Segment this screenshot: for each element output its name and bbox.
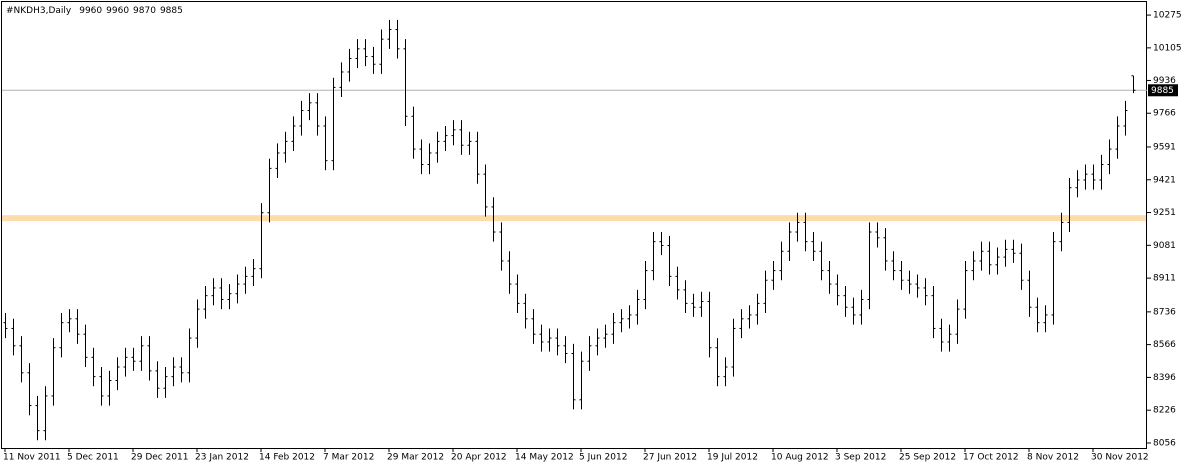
x-tick-label: 5 Jun 2012 — [579, 453, 627, 463]
x-tick-label: 3 Sep 2012 — [835, 453, 886, 463]
x-tick-label: 20 Apr 2012 — [451, 453, 507, 463]
y-tick-label: 8736 — [1153, 307, 1176, 317]
x-tick-label: 30 Nov 2012 — [1091, 453, 1149, 463]
y-tick-label: 9081 — [1153, 241, 1176, 251]
x-tick-label: 14 Feb 2012 — [259, 453, 315, 463]
x-tick-label: 25 Sep 2012 — [899, 453, 956, 463]
x-tick-label: 14 May 2012 — [515, 453, 574, 463]
y-tick-label: 8226 — [1153, 406, 1176, 416]
x-tick-label: 29 Dec 2011 — [131, 453, 189, 463]
y-tick-label: 8396 — [1153, 373, 1176, 383]
chart-header: #NKDH3,Daily 9960 9960 9870 9885 — [6, 6, 183, 16]
x-tick-label: 27 Jun 2012 — [643, 453, 697, 463]
y-tick-label: 9936 — [1153, 76, 1176, 86]
y-tick-label: 9251 — [1153, 208, 1176, 218]
price-label-box — [1148, 84, 1178, 97]
header-value: 9885 — [160, 6, 183, 16]
header-value: 9960 — [106, 6, 129, 16]
y-tick-label: 10105 — [1153, 43, 1182, 53]
x-tick-label: 11 Nov 2011 — [3, 453, 61, 463]
header-value: 9960 — [79, 6, 102, 16]
header-value: 9870 — [133, 6, 156, 16]
x-tick-label: 7 Mar 2012 — [323, 453, 374, 463]
x-tick-label: 10 Aug 2012 — [771, 453, 829, 463]
y-tick-label: 8056 — [1153, 438, 1176, 448]
y-tick-label: 9591 — [1153, 142, 1176, 152]
y-tick-label: 9766 — [1153, 109, 1176, 119]
y-tick-label: 9421 — [1153, 175, 1176, 185]
x-tick-label: 8 Nov 2012 — [1027, 453, 1079, 463]
x-tick-label: 19 Jul 2012 — [707, 453, 758, 463]
y-tick-label: 8566 — [1153, 340, 1176, 350]
symbol: #NKDH3,Daily — [6, 6, 72, 16]
y-tick-label: 8911 — [1153, 274, 1176, 284]
x-tick-label: 23 Jan 2012 — [195, 453, 249, 463]
x-tick-label: 29 Mar 2012 — [387, 453, 444, 463]
y-tick-label: 10275 — [1153, 11, 1182, 21]
x-tick-label: 5 Dec 2011 — [67, 453, 119, 463]
price-label: 9885 — [1151, 86, 1174, 96]
x-tick-label: 17 Oct 2012 — [963, 453, 1019, 463]
plot-frame — [1, 1, 1147, 449]
